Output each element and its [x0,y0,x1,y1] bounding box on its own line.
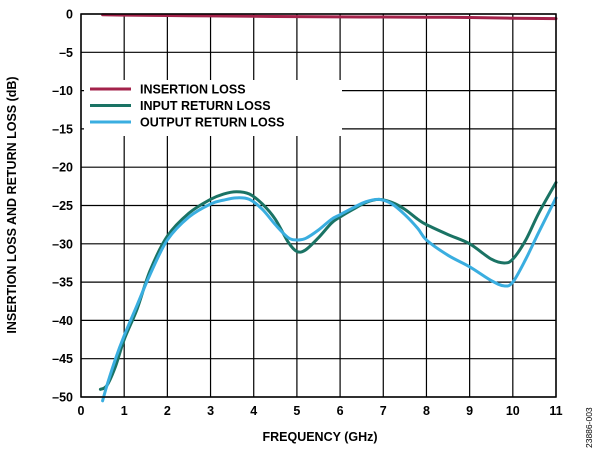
x-tick-label: 9 [466,404,473,418]
grid [80,13,557,398]
plot-frame [80,13,557,398]
y-axis-title-group: INSERTION LOSS AND RETURN LOSS (dB) [5,76,19,333]
y-tick-labels: 0 –5 –10 –15 –20 –25 –30 –35 –40 –45 –50 [52,8,73,405]
x-tick-label: 4 [250,404,257,418]
x-tick-label: 6 [337,404,344,418]
series-line-insertion-loss [101,13,558,21]
y-tick-label: –30 [52,237,73,251]
y-tick-label: –10 [52,84,73,98]
y-tick-label: –5 [59,46,73,60]
y-tick-label: –40 [52,314,73,328]
x-tick-label: 8 [423,404,430,418]
x-tick-label: 7 [380,404,387,418]
x-tick-labels: 0 1 2 3 4 5 6 7 8 9 10 11 [78,404,563,418]
x-tick-label: 10 [506,404,520,418]
x-axis-title: FREQUENCY (GHz) [262,430,377,444]
x-tick-label: 0 [78,404,85,418]
legend: INSERTION LOSS INPUT RETURN LOSS OUTPUT RE… [84,80,342,136]
x-tick-label: 1 [121,404,128,418]
series-line-output-return-loss [101,196,558,403]
legend-label-insertion-loss: INSERTION LOSS [140,83,246,97]
x-tick-label: 3 [207,404,214,418]
series-lines [98,13,558,403]
legend-label-input-return-loss: INPUT RETURN LOSS [140,99,271,113]
y-tick-label: –25 [52,199,73,213]
figure-id-watermark: 23886-003 [584,407,594,448]
y-tick-label: –35 [52,276,73,290]
y-tick-label: –45 [52,352,73,366]
series-line-input-return-loss [98,181,558,391]
x-tick-label: 11 [549,404,562,418]
y-tick-label: –15 [52,122,73,136]
y-tick-label: –20 [52,161,73,175]
x-tick-label: 5 [293,404,300,418]
y-axis-title: INSERTION LOSS AND RETURN LOSS (dB) [5,76,19,333]
x-tick-label: 2 [164,404,171,418]
y-tick-label: –50 [52,391,73,405]
legend-label-output-return-loss: OUTPUT RETURN LOSS [140,116,284,130]
y-tick-label: 0 [66,8,73,22]
